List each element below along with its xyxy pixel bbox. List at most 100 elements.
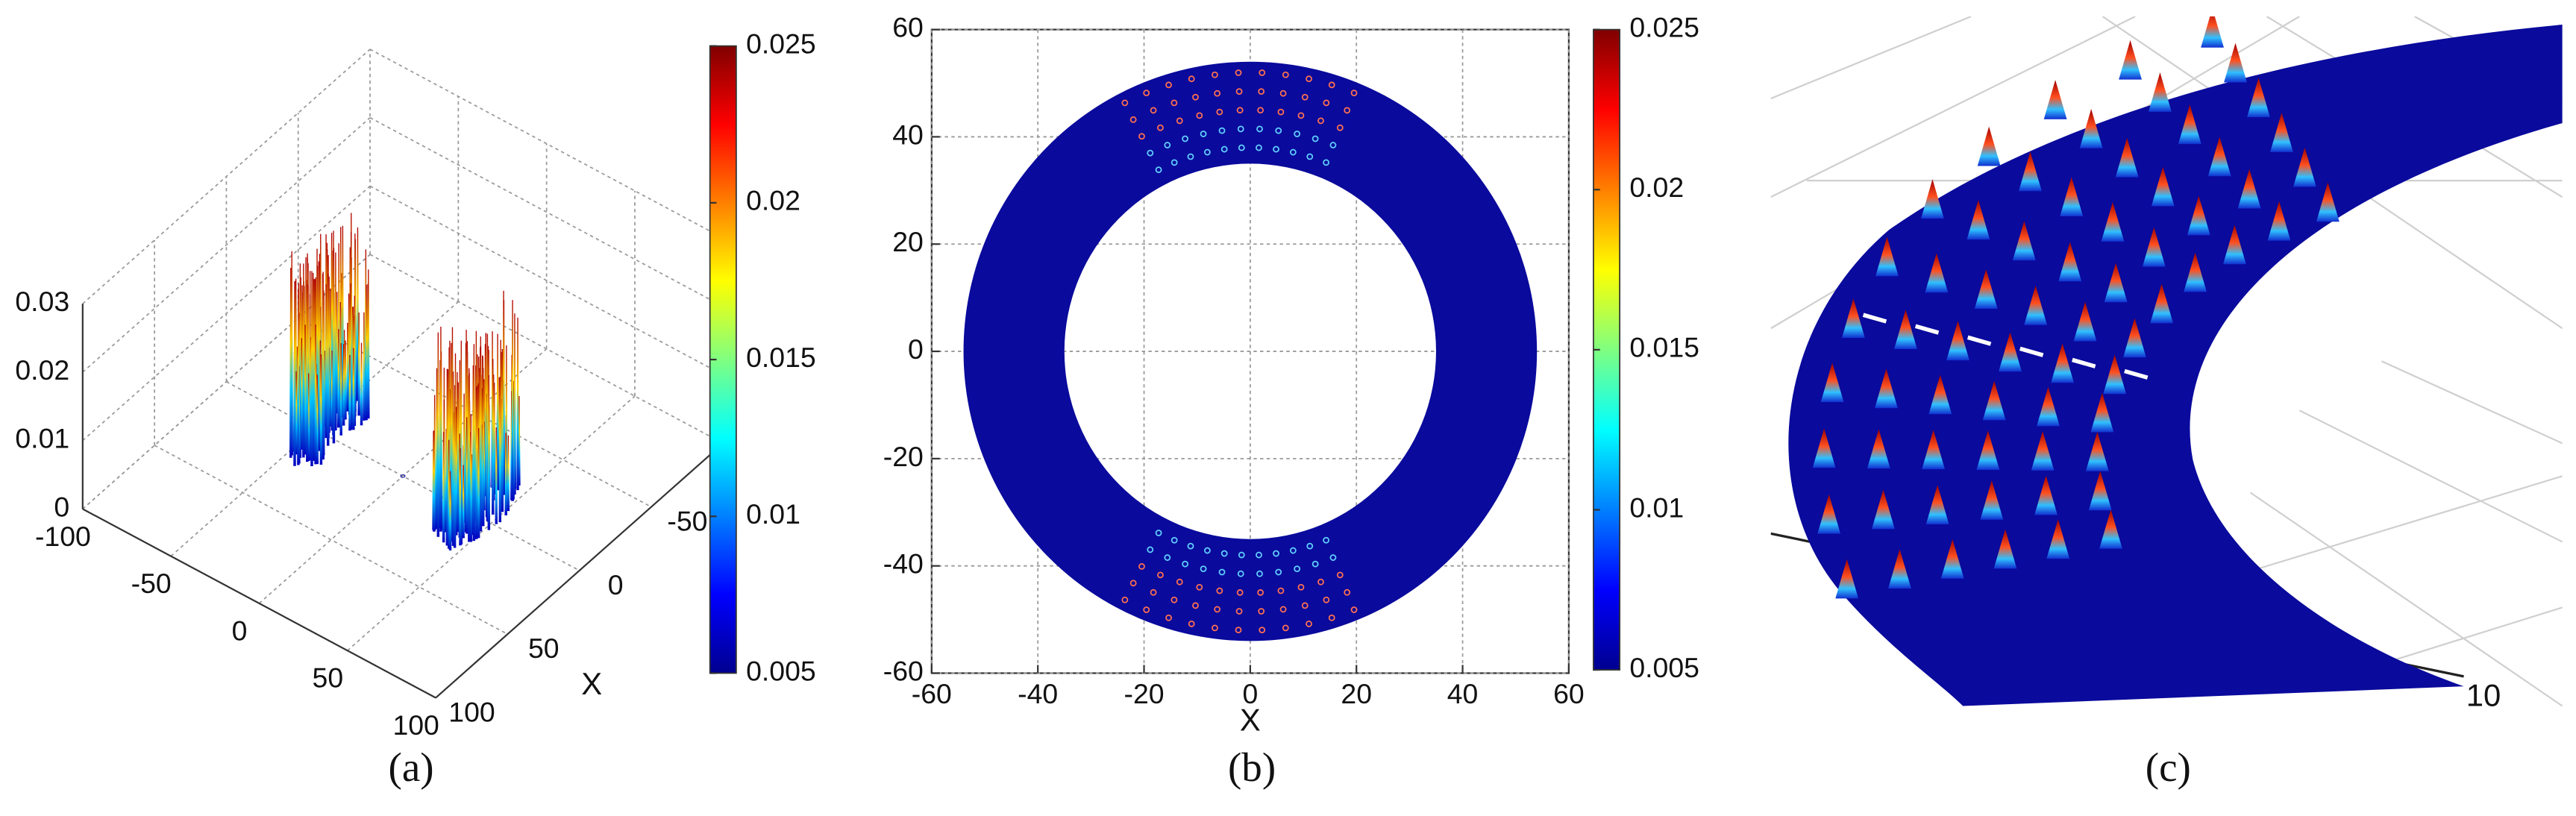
- spike: [498, 377, 502, 523]
- cone: [2178, 104, 2201, 145]
- spot: [1279, 90, 1287, 97]
- spot: [1200, 565, 1207, 573]
- spot: [1138, 562, 1145, 570]
- spot: [1323, 159, 1329, 166]
- spot: [1218, 568, 1226, 576]
- grid-line: [369, 116, 724, 307]
- spike: [472, 344, 476, 542]
- spike: [504, 433, 507, 515]
- cone: [2088, 471, 2112, 511]
- spot: [1275, 127, 1282, 134]
- spot: [1237, 570, 1244, 577]
- spot: [1336, 571, 1344, 579]
- spike: [436, 332, 440, 537]
- spot: [1297, 112, 1305, 119]
- spike: [289, 268, 292, 458]
- cone: [1925, 253, 1949, 293]
- ring-surface: [963, 61, 1538, 641]
- axis-line: [435, 442, 724, 699]
- cone: [1888, 549, 1911, 589]
- panel-b: -60 -40 -20 0 20 40 60 -60 -40 -20 0 20 40 60 X 0.005 0.…: [883, 12, 1699, 791]
- cone: [2207, 136, 2231, 177]
- spot: [1214, 90, 1221, 97]
- x-axis-label: X: [581, 666, 602, 701]
- spot: [1256, 570, 1263, 577]
- spike: [468, 368, 471, 542]
- cone: [2073, 301, 2097, 342]
- spike: [465, 417, 468, 534]
- spot: [1171, 536, 1178, 544]
- spot: [1294, 131, 1301, 137]
- spike: [495, 427, 498, 524]
- spot: [1336, 124, 1344, 131]
- grid-line: [347, 395, 636, 651]
- spot: [1214, 606, 1221, 613]
- cone: [1928, 374, 1952, 415]
- cone: [2270, 113, 2293, 152]
- cone: [2201, 16, 2224, 48]
- spot: [1256, 551, 1262, 559]
- cone: [1940, 539, 1964, 579]
- colorbar-tick-label: 0.025: [1629, 12, 1699, 43]
- spike: [469, 414, 473, 542]
- cone: [2115, 137, 2139, 178]
- cone: [1976, 430, 2000, 470]
- spike: [477, 428, 480, 539]
- spike: [433, 430, 436, 532]
- spike: [332, 248, 336, 444]
- spot: [1188, 75, 1195, 83]
- spot: [1171, 99, 1178, 107]
- cone: [1820, 363, 1844, 403]
- spot: [1257, 589, 1264, 596]
- cone: [1922, 430, 1946, 470]
- z-tick-label: 0.03: [15, 286, 69, 317]
- spike: [297, 290, 300, 465]
- spot: [1157, 571, 1164, 579]
- spot: [1256, 144, 1262, 151]
- spot: [1188, 621, 1195, 627]
- spike: [302, 263, 305, 458]
- cone: [2247, 78, 2270, 118]
- spot: [1121, 99, 1129, 107]
- spike: [363, 312, 366, 421]
- caption: (a): [389, 744, 434, 790]
- cone: [2024, 285, 2048, 325]
- colorbar-tick-label: 0.025: [746, 28, 816, 60]
- y-tick-label: -60: [883, 655, 924, 686]
- spot: [1279, 606, 1287, 613]
- spot: [1155, 530, 1162, 536]
- y-tick-label: 100: [392, 709, 439, 741]
- spot: [1277, 587, 1285, 594]
- x-tick-label: 40: [1447, 678, 1479, 709]
- spike: [357, 312, 360, 416]
- arrow: [2124, 368, 2149, 380]
- spike: [516, 317, 519, 491]
- spot: [1216, 108, 1223, 116]
- spot: [1150, 589, 1157, 596]
- spot: [1187, 542, 1194, 550]
- spot: [1344, 589, 1351, 596]
- x-tick-label: 100: [448, 696, 495, 727]
- spike: [481, 368, 485, 527]
- cone: [2119, 40, 2142, 80]
- x-tick-label: 0: [1242, 678, 1258, 709]
- spot: [1235, 69, 1242, 76]
- spike: [507, 435, 510, 512]
- cone: [2142, 227, 2166, 267]
- cones: [1812, 16, 2340, 599]
- spot: [1121, 596, 1129, 603]
- cone: [1875, 236, 1899, 277]
- spike: [360, 342, 363, 426]
- cone: [2058, 242, 2082, 282]
- spike: [442, 431, 445, 543]
- cone: [1967, 200, 1990, 240]
- spike: [344, 340, 347, 420]
- spike: [326, 274, 330, 446]
- colorbar-tick-label: 0.01: [1629, 492, 1684, 523]
- spot: [1220, 550, 1228, 557]
- cone: [2104, 263, 2128, 303]
- cone: [1894, 310, 1917, 350]
- z-tick-label: 0.02: [15, 354, 69, 386]
- spot: [1258, 608, 1265, 615]
- cone: [1871, 489, 1895, 530]
